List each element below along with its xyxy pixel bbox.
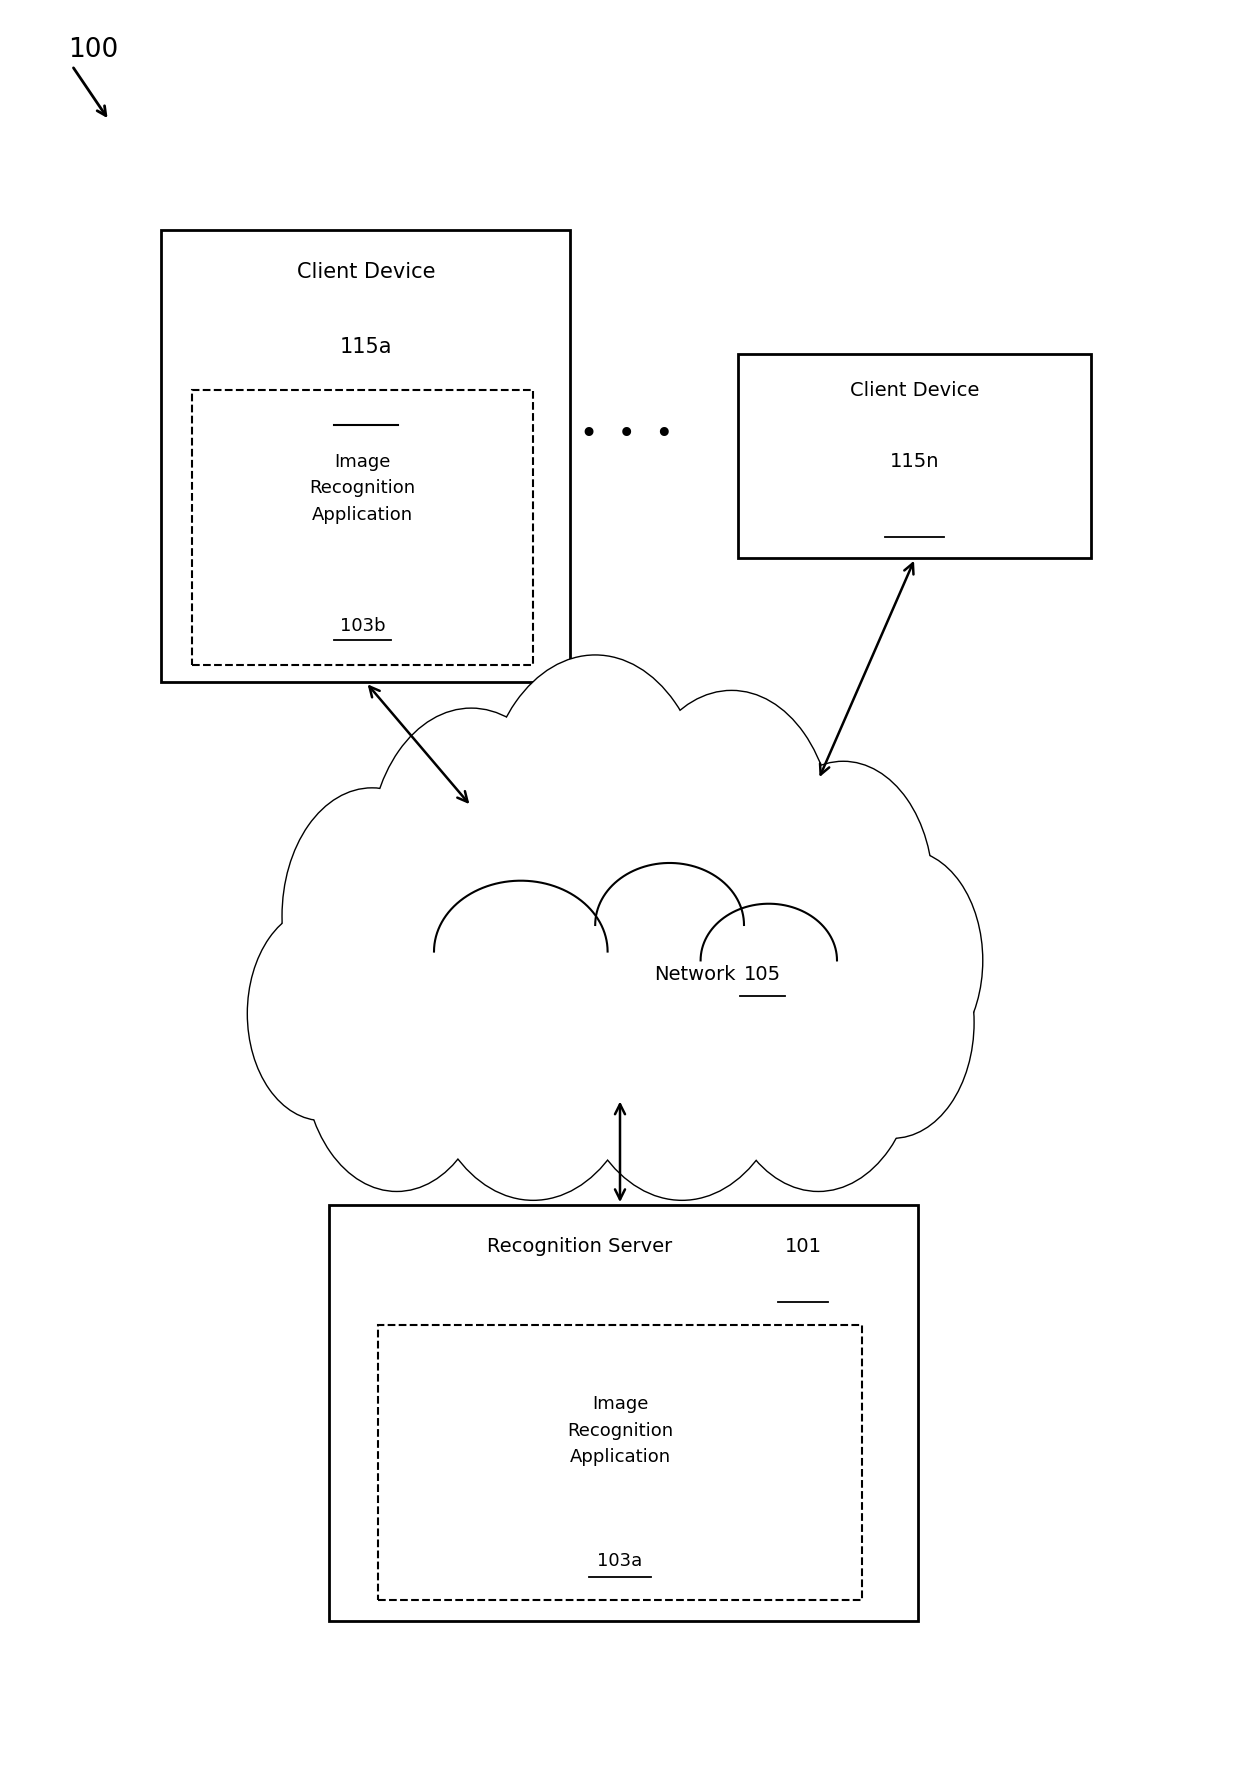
- Text: Recognition Server: Recognition Server: [487, 1237, 672, 1256]
- Text: Client Device: Client Device: [849, 381, 980, 400]
- Text: 115n: 115n: [890, 452, 939, 471]
- Circle shape: [484, 656, 707, 975]
- Text: 103a: 103a: [598, 1552, 642, 1570]
- Circle shape: [754, 762, 932, 1017]
- Circle shape: [719, 907, 918, 1191]
- Circle shape: [828, 851, 982, 1070]
- Text: 101: 101: [785, 1237, 821, 1256]
- Circle shape: [422, 881, 645, 1200]
- Circle shape: [815, 911, 971, 1134]
- Circle shape: [306, 929, 487, 1187]
- Circle shape: [248, 907, 397, 1120]
- Bar: [738, 354, 1091, 558]
- Text: 105: 105: [744, 966, 781, 983]
- Text: Client Device: Client Device: [296, 262, 435, 282]
- Circle shape: [304, 925, 490, 1191]
- Circle shape: [304, 925, 490, 1191]
- Circle shape: [812, 907, 973, 1138]
- Circle shape: [630, 691, 833, 982]
- Text: Image
Recognition
Application: Image Recognition Application: [567, 1396, 673, 1465]
- Circle shape: [570, 881, 794, 1200]
- Circle shape: [719, 907, 918, 1191]
- Text: 100: 100: [68, 37, 119, 62]
- Circle shape: [756, 766, 930, 1014]
- Circle shape: [283, 789, 461, 1044]
- Circle shape: [370, 709, 573, 999]
- Circle shape: [487, 661, 703, 969]
- Circle shape: [283, 789, 461, 1044]
- Circle shape: [250, 911, 394, 1116]
- Circle shape: [484, 656, 707, 975]
- Text: Network: Network: [653, 966, 735, 983]
- Circle shape: [812, 907, 973, 1138]
- Circle shape: [570, 881, 794, 1200]
- Circle shape: [248, 907, 397, 1120]
- Circle shape: [831, 854, 980, 1067]
- Bar: [329, 1205, 918, 1621]
- Circle shape: [425, 886, 641, 1194]
- Circle shape: [754, 762, 932, 1017]
- Text: 103b: 103b: [340, 617, 386, 634]
- Circle shape: [574, 886, 790, 1194]
- Text: •  •  •: • • •: [579, 420, 673, 448]
- Circle shape: [422, 881, 645, 1200]
- Text: Image
Recognition
Application: Image Recognition Application: [310, 454, 415, 523]
- Circle shape: [630, 691, 833, 982]
- Bar: [192, 390, 533, 664]
- Circle shape: [722, 911, 915, 1187]
- Text: 115a: 115a: [340, 337, 392, 356]
- Circle shape: [372, 712, 570, 996]
- Circle shape: [632, 695, 831, 978]
- Circle shape: [828, 851, 982, 1070]
- Circle shape: [370, 709, 573, 999]
- Circle shape: [285, 792, 459, 1040]
- Bar: [161, 230, 570, 682]
- Bar: [378, 1325, 862, 1600]
